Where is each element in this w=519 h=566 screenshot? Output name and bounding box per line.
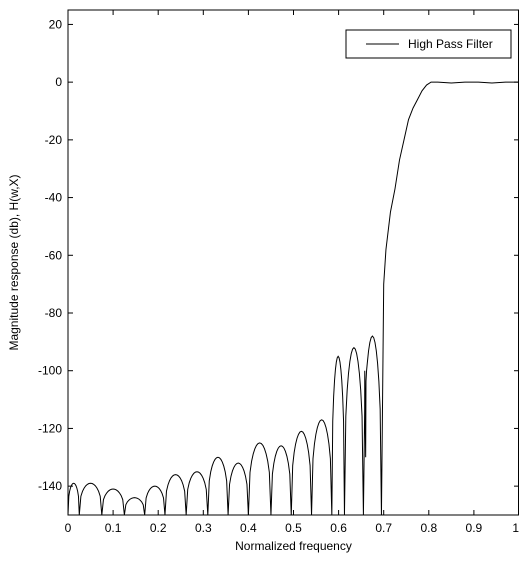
y-tick-label: 20 <box>49 17 63 31</box>
y-tick-label: -120 <box>38 421 62 435</box>
x-tick-label: 0.9 <box>466 521 483 535</box>
x-tick-label: 0 <box>65 521 72 535</box>
x-tick-label: 0.1 <box>105 521 122 535</box>
x-axis-label: Normalized frequency <box>235 539 352 553</box>
y-tick-label: -140 <box>38 479 62 493</box>
x-tick-label: 0.3 <box>195 521 212 535</box>
y-tick-label: -80 <box>45 306 63 320</box>
legend: High Pass Filter <box>345 29 512 59</box>
x-tick-label: 0.6 <box>330 521 347 535</box>
y-tick-label: -100 <box>38 364 62 378</box>
x-tick-label: 0.4 <box>240 521 257 535</box>
y-tick-label: -20 <box>45 133 63 147</box>
plot-frame <box>67 9 519 516</box>
x-tick-label: 0.7 <box>375 521 392 535</box>
y-tick-label: -40 <box>45 191 63 205</box>
x-tick-label: 0.5 <box>285 521 302 535</box>
x-tick-label: 1 <box>512 521 519 535</box>
x-tick-label: 0.2 <box>150 521 167 535</box>
legend-label-high-pass-filter: High Pass Filter <box>408 37 493 51</box>
x-tick-label: 0.8 <box>420 521 437 535</box>
series-line-high-pass-filter <box>67 81 519 516</box>
y-tick-label: -60 <box>45 248 63 262</box>
y-axis-label: Magnitude response (db), H(w,X) <box>7 174 21 350</box>
y-tick-label: 0 <box>55 75 62 89</box>
